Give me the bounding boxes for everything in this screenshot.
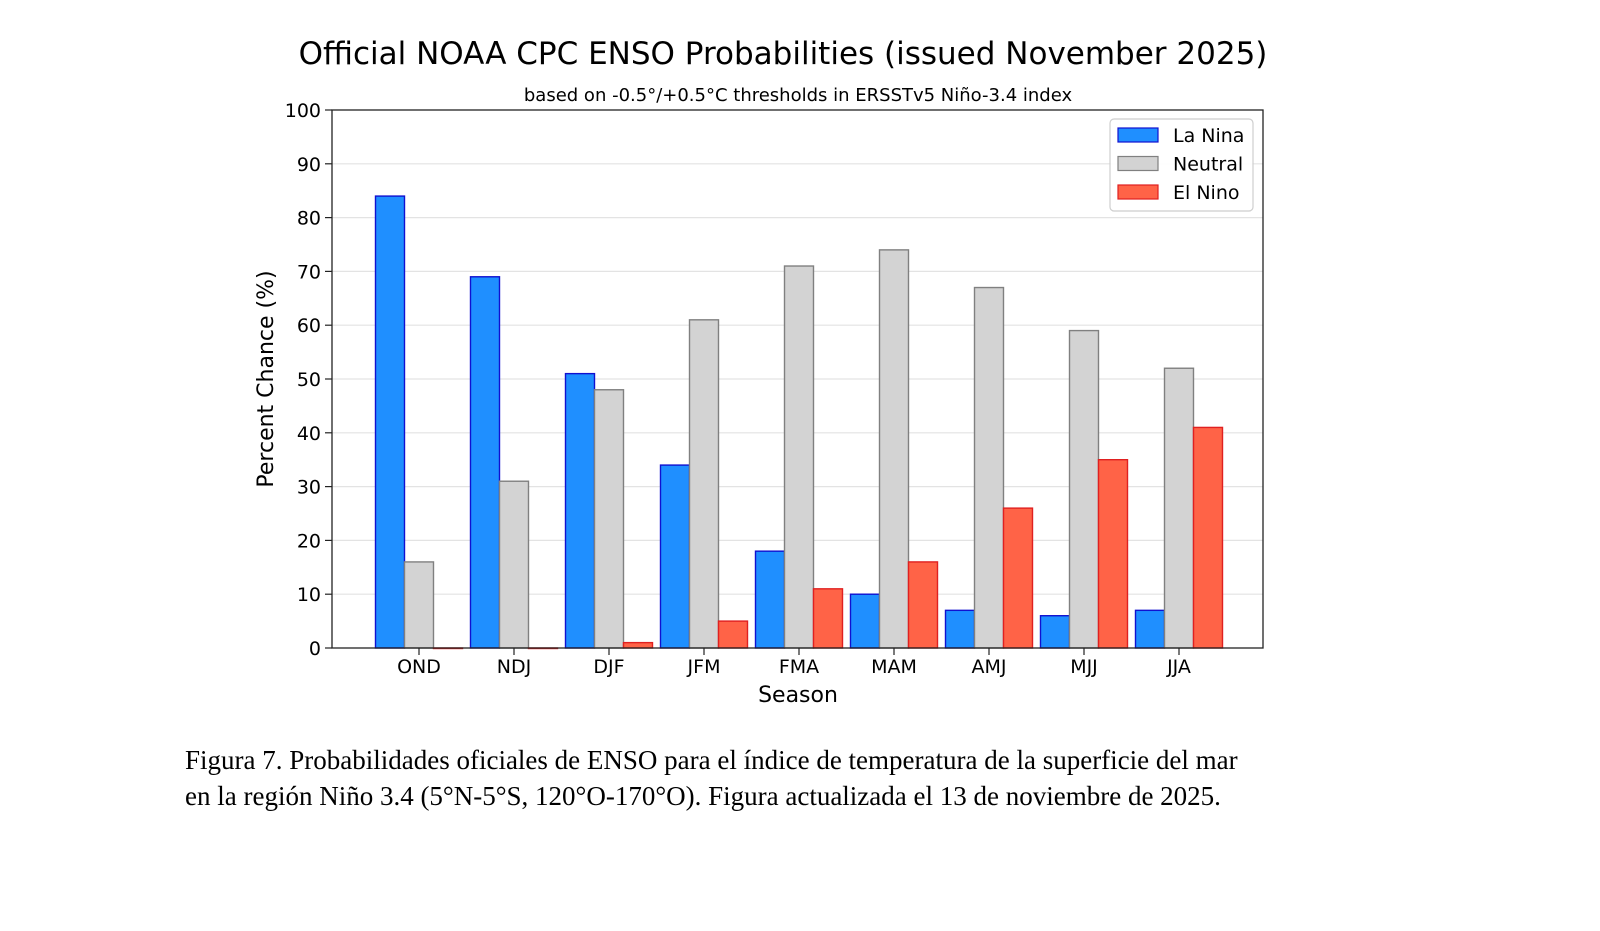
y-tick-label: 60: [297, 315, 321, 337]
bar-la-nina-jfm: [659, 464, 691, 649]
y-tick-label: 100: [285, 100, 321, 122]
caption-line-1: Figura 7. Probabilidades oficiales de EN…: [185, 745, 1238, 775]
legend: La Nina Neutral El Nino: [1109, 118, 1254, 212]
y-tick-label: 70: [297, 261, 321, 283]
bar-la-nina-mam: [849, 593, 881, 649]
bar-el-nino-mjj: [1097, 459, 1129, 649]
bar-la-nina-mjj: [1039, 615, 1071, 649]
bar-el-nino-jfm: [717, 620, 749, 649]
bar-neutral-mjj: [1068, 329, 1100, 649]
y-tick-label: 40: [297, 423, 321, 445]
bar-neutral-fma: [783, 265, 815, 649]
bar-neutral-ndj: [498, 480, 530, 649]
legend-label: La Nina: [1173, 125, 1244, 147]
bar-el-nino-amj: [1002, 507, 1034, 649]
legend-label: Neutral: [1173, 154, 1243, 176]
enso-probability-chart: Official NOAA CPC ENSO Probabilities (is…: [254, 36, 1268, 708]
bars: [374, 195, 1224, 650]
x-tick-label: MAM: [871, 656, 917, 678]
y-tick-label: 0: [309, 638, 321, 660]
bar-la-nina-djf: [564, 372, 596, 649]
bar-el-nino-jja: [1192, 426, 1224, 649]
figure-caption: Figura 7. Probabilidades oficiales de EN…: [185, 742, 1445, 814]
bar-neutral-mam: [878, 249, 910, 649]
x-tick-label: AMJ: [972, 656, 1007, 678]
legend-swatch-la-nina: [1117, 127, 1159, 143]
caption-line-2: en la región Niño 3.4 (5°N-5°S, 120°O-17…: [185, 781, 1221, 811]
bar-la-nina-ond: [374, 195, 406, 649]
bar-neutral-djf: [593, 389, 625, 649]
x-tick-label: OND: [397, 656, 441, 678]
y-tick-label: 50: [297, 369, 321, 391]
x-tick-label: DJF: [593, 656, 624, 678]
y-tick-label: 30: [297, 477, 321, 499]
bar-la-nina-jja: [1134, 609, 1166, 649]
bar-la-nina-amj: [944, 609, 976, 649]
bar-neutral-amj: [973, 286, 1005, 649]
x-tick-label: JFM: [687, 656, 721, 678]
bar-neutral-ond: [403, 561, 435, 649]
y-tick-label: 90: [297, 154, 321, 176]
y-tick-label: 10: [297, 584, 321, 606]
y-axis-label: Percent Chance (%): [254, 270, 279, 487]
bar-la-nina-ndj: [469, 276, 501, 649]
x-axis: OND NDJ DJF JFM FMA MAM AMJ MJJ JJA: [397, 648, 1191, 678]
x-tick-label: NDJ: [497, 656, 531, 678]
x-tick-label: FMA: [779, 656, 819, 678]
chart-title: Official NOAA CPC ENSO Probabilities (is…: [299, 36, 1268, 72]
x-axis-label: Season: [758, 683, 838, 708]
x-tick-label: MJJ: [1070, 656, 1098, 678]
legend-label: El Nino: [1173, 182, 1239, 204]
y-axis: 0 10 20 30 40 50 60 70 80 90 100: [285, 100, 332, 660]
bar-la-nina-fma: [754, 550, 786, 649]
bar-neutral-jja: [1163, 367, 1195, 649]
bar-el-nino-djf: [622, 641, 654, 649]
bar-el-nino-fma: [812, 588, 844, 649]
chart-subtitle: based on -0.5°/+0.5°C thresholds in ERSS…: [524, 85, 1073, 106]
bar-el-nino-mam: [907, 561, 939, 649]
x-tick-label: JJA: [1166, 656, 1191, 678]
y-tick-label: 80: [297, 208, 321, 230]
bar-neutral-jfm: [688, 319, 720, 649]
legend-swatch-neutral: [1117, 155, 1159, 172]
legend-swatch-el-nino: [1117, 184, 1159, 200]
y-tick-label: 20: [297, 530, 321, 552]
